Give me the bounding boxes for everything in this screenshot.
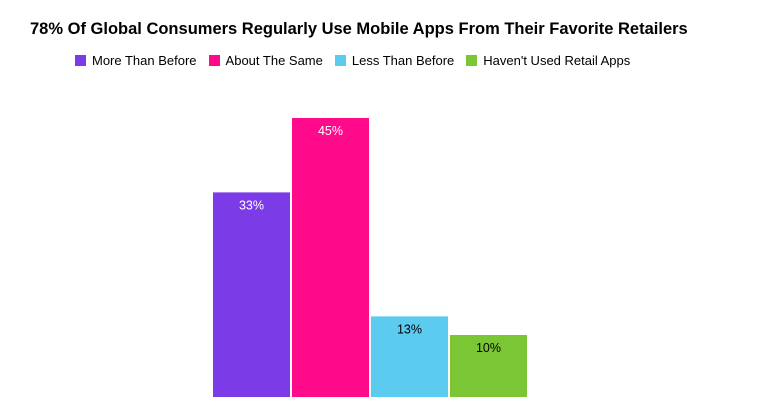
legend-swatch-less-than-before [334, 55, 346, 66]
legend-label-about-the-same: About The Same [225, 53, 323, 68]
data-label-about-the-same: 45% [318, 124, 343, 138]
bar-more-than-before [213, 192, 290, 397]
legend-item-about-the-same: About The Same [208, 53, 323, 68]
data-label-more-than-before: 33% [239, 198, 264, 212]
bar-havent-used-retail-apps [450, 335, 527, 397]
data-label-havent-used-retail-apps: 10% [476, 341, 501, 355]
legend-item-less-than-before: Less Than Before [334, 53, 455, 68]
legend-label-more-than-before: More Than Before [92, 53, 197, 68]
legend-item-havent-used-retail-apps: Haven't Used Retail Apps [466, 53, 630, 68]
legend-label-havent-used-retail-apps: Haven't Used Retail Apps [483, 53, 631, 68]
data-label-less-than-before: 13% [397, 322, 422, 336]
legend-swatch-about-the-same [208, 55, 220, 66]
chart-title: 78% Of Global Consumers Regularly Use Mo… [30, 20, 688, 38]
legend-label-less-than-before: Less Than Before [351, 53, 455, 68]
legend-swatch-more-than-before [75, 55, 86, 66]
legend: More Than Before About The Same Less Tha… [75, 53, 642, 68]
legend-item-more-than-before: More Than Before [75, 53, 197, 68]
legend-swatch-havent-used-retail-apps [466, 55, 478, 66]
bar-less-than-before [371, 316, 448, 397]
bar-about-the-same [292, 118, 369, 397]
